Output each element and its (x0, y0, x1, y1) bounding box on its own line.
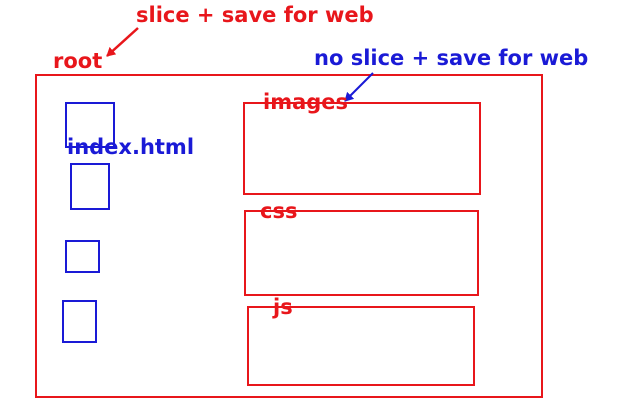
css-folder-label: css (260, 199, 298, 223)
js-folder-box (247, 306, 475, 386)
arrow-to-root (106, 27, 139, 57)
images-folder-box (243, 102, 481, 195)
index-html-label: index.html (67, 135, 195, 159)
js-folder-label: js (273, 295, 293, 319)
file-box-3 (65, 240, 100, 273)
root-container (35, 74, 543, 398)
file-box-1 (65, 102, 115, 148)
css-folder-box (244, 210, 479, 296)
arrow-to-images (344, 72, 374, 102)
file-box-4 (62, 300, 97, 343)
file-box-2 (70, 163, 110, 210)
no-slice-save-label: no slice + save for web (314, 46, 589, 70)
images-folder-label: images (263, 90, 349, 114)
root-label: root (53, 49, 103, 73)
slice-save-label: slice + save for web (136, 3, 374, 27)
